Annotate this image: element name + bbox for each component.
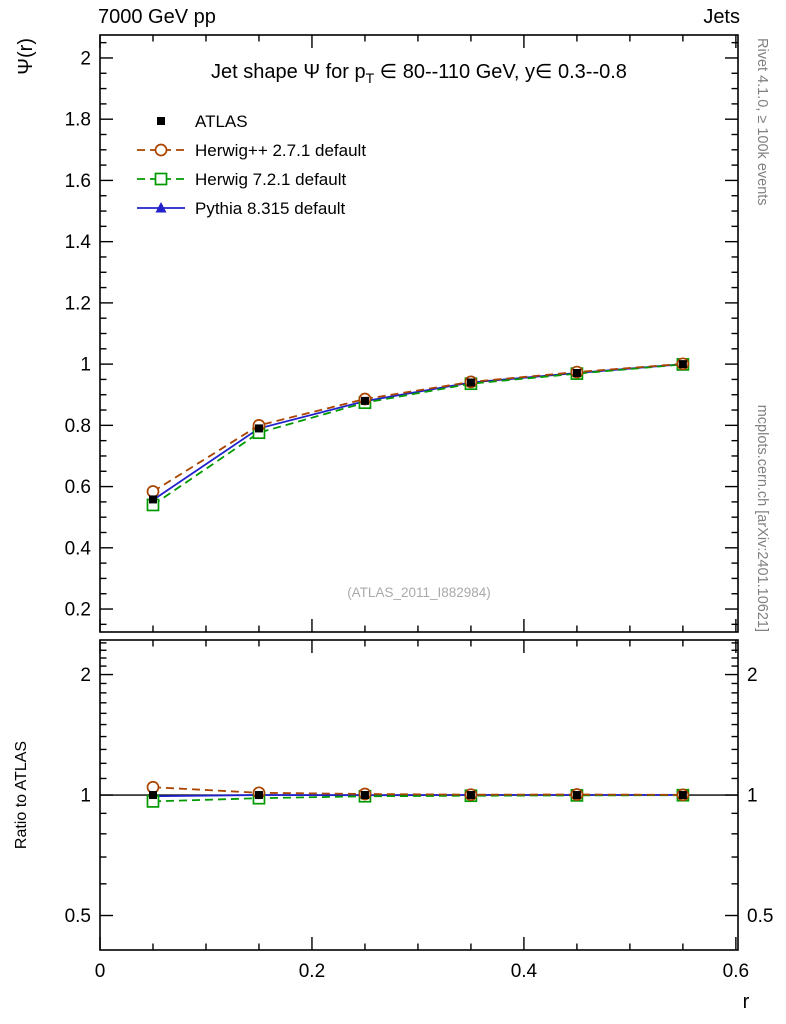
data-point xyxy=(157,117,165,125)
x-tick-label: 0.6 xyxy=(723,961,749,982)
y-tick-label: 0.2 xyxy=(65,600,91,621)
data-point xyxy=(360,396,369,405)
ratio-y-axis-title: Ratio to ATLAS xyxy=(13,741,30,849)
chart-layer: 0.2 0.4 0.6 0.8 1 1.2 1.4 1.6 1.8 2 0.5 0.5 1 1 2 2 0 0.2… xyxy=(65,34,773,982)
legend-label: Pythia 8.315 default xyxy=(195,199,346,218)
legend-label: ATLAS xyxy=(195,112,248,131)
data-point xyxy=(155,202,167,213)
y-tick-label: 0.4 xyxy=(65,538,92,559)
data-point xyxy=(678,360,687,369)
rivet-version-note: Rivet 4.1.0, ≥ 100k events xyxy=(754,38,770,206)
ratio-series-line xyxy=(152,786,683,796)
data-point xyxy=(572,791,581,800)
x-tick-label: 0.4 xyxy=(511,961,538,982)
ratio-series-line xyxy=(152,794,683,803)
analysis-id-watermark: (ATLAS_2011_I882984) xyxy=(347,585,491,600)
ratio-tick-label-right: 1 xyxy=(747,786,758,807)
series-line xyxy=(152,363,683,501)
legend: ATLAS Herwig++ 2.7.1 default Herwig 7.2.1 … xyxy=(137,112,366,218)
data-point xyxy=(572,368,581,377)
x-tick-label: 0 xyxy=(95,961,106,982)
ratio-tick-label-left: 1 xyxy=(80,786,91,807)
legend-label: Herwig++ 2.7.1 default xyxy=(195,141,366,160)
ratio-tick-label-right: 0.5 xyxy=(747,906,773,927)
data-point xyxy=(154,143,168,157)
data-point xyxy=(148,495,157,504)
mcplots-reference-note: mcplots.cern.ch [arXiv:2401.10621] xyxy=(754,405,770,632)
series-line xyxy=(152,362,683,493)
y-tick-label: 2 xyxy=(80,48,91,69)
y-tick-label: 1 xyxy=(80,355,91,376)
ratio-tick-label-right: 2 xyxy=(747,665,758,686)
y-tick-label: 0.8 xyxy=(65,416,91,437)
data-point xyxy=(254,791,263,800)
data-point xyxy=(146,485,160,498)
data-point xyxy=(466,791,475,800)
y-tick-label: 1.6 xyxy=(65,171,91,192)
series-line xyxy=(152,363,683,506)
data-point xyxy=(360,791,369,800)
beam-energy-label: 7000 GeV pp xyxy=(98,6,216,28)
ratio-tick-label-left: 2 xyxy=(80,665,91,686)
y-tick-label: 1.8 xyxy=(65,110,91,131)
x-axis-title: r xyxy=(743,991,750,1013)
plot-title: Jet shape Ψ for pT ∈ 80--110 GeV, y∈ 0.3… xyxy=(211,61,627,86)
ratio-tick-label-left: 0.5 xyxy=(65,906,91,927)
process-label: Jets xyxy=(703,6,740,28)
y-axis-title: Ψ(r) xyxy=(15,38,37,75)
data-point xyxy=(254,424,263,433)
y-tick-label: 1.4 xyxy=(65,232,92,253)
legend-label: Herwig 7.2.1 default xyxy=(195,170,346,189)
data-point xyxy=(148,791,157,800)
y-tick-label: 0.6 xyxy=(65,477,91,498)
y-tick-label: 1.2 xyxy=(65,293,91,314)
data-point xyxy=(466,378,475,387)
data-point xyxy=(154,172,168,186)
x-tick-label: 0.2 xyxy=(299,961,325,982)
data-point xyxy=(678,791,687,800)
